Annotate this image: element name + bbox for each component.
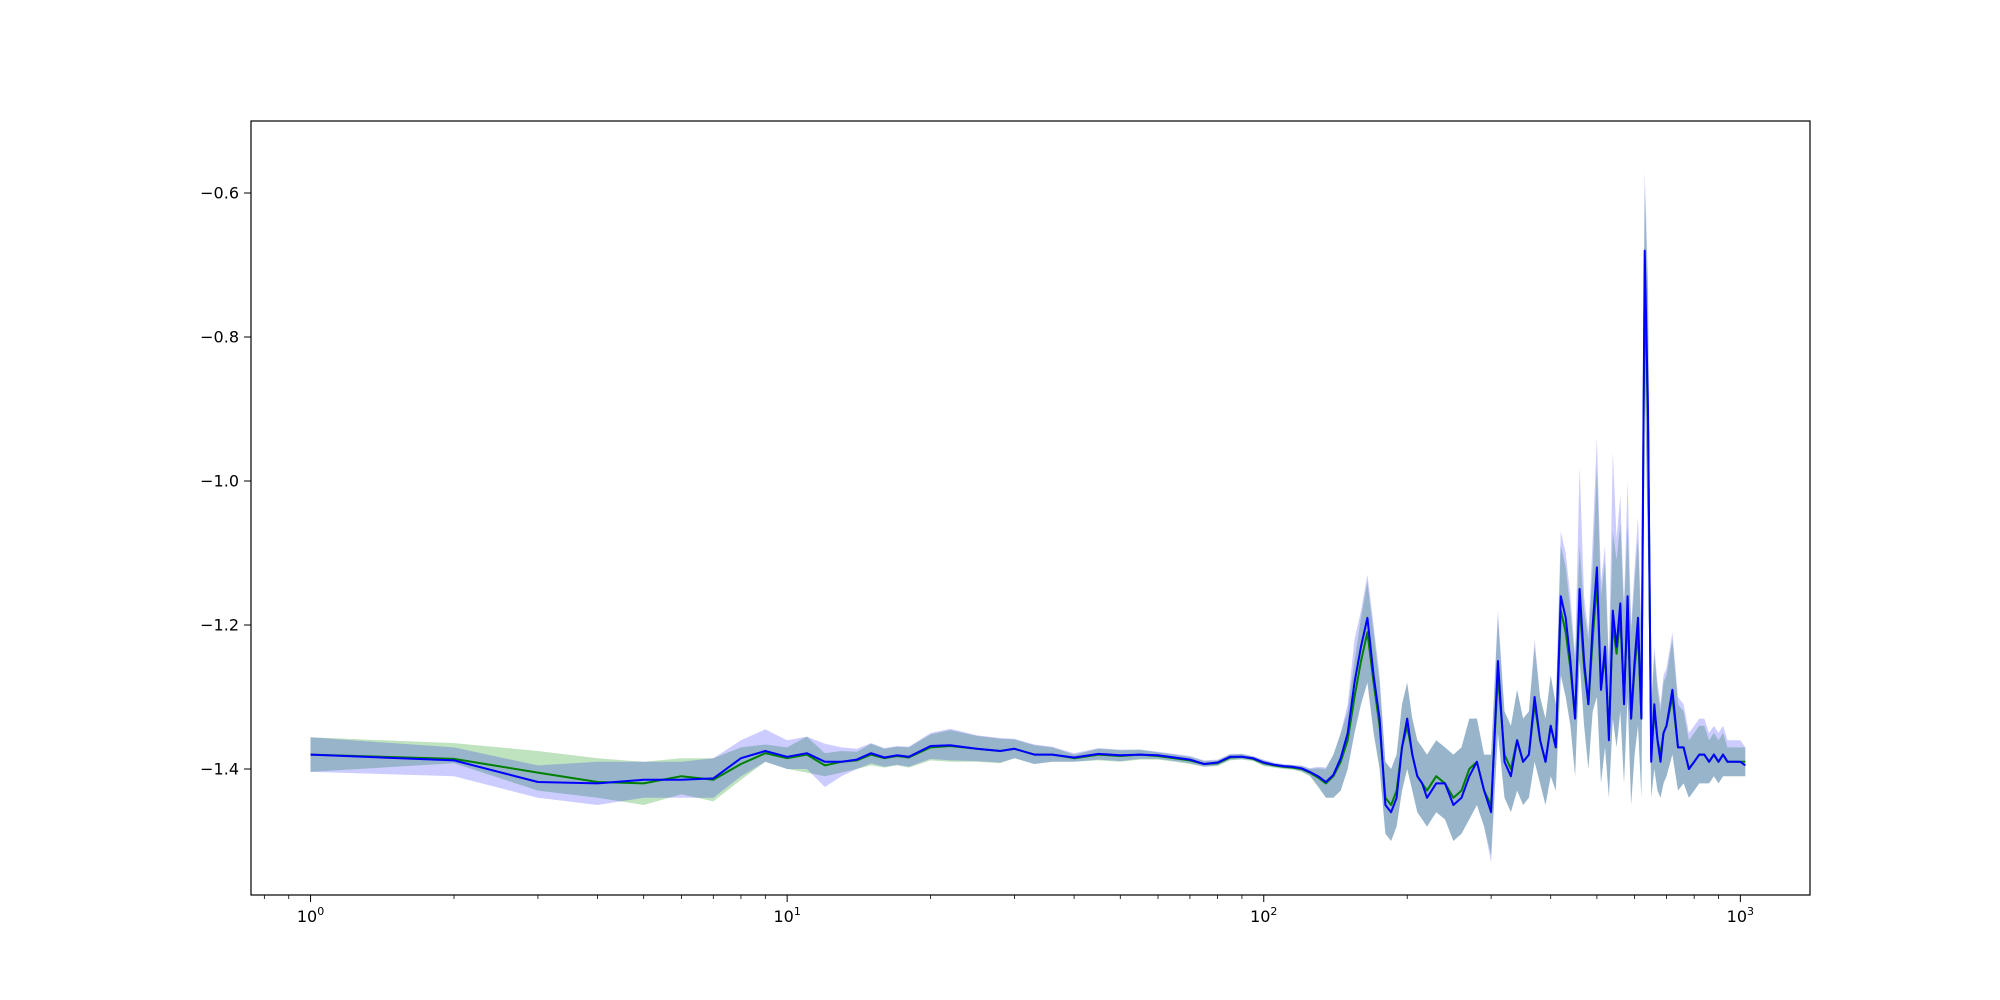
series-2-line (310, 249, 1746, 814)
x-tick-label: 103 (1727, 905, 1754, 926)
y-axis: −0.6 −0.8 −1.0 −1.2 −1.4 (200, 184, 251, 779)
y-tick-label: −0.6 (200, 184, 239, 203)
y-tick-label: −1.2 (200, 616, 239, 635)
plot-frame (250, 120, 1811, 896)
y-tick-label: −0.8 (200, 328, 239, 347)
series-lines (310, 249, 1746, 814)
y-tick-label: −1.0 (200, 472, 239, 491)
x-tick-label: 102 (1250, 905, 1277, 926)
x-axis: 100 101 102 103 (263, 895, 1754, 926)
x-tick-label: 100 (297, 905, 324, 926)
y-tick-label: −1.4 (200, 760, 239, 779)
confidence-bands (310, 171, 1746, 863)
x-tick-label: 101 (773, 905, 800, 926)
